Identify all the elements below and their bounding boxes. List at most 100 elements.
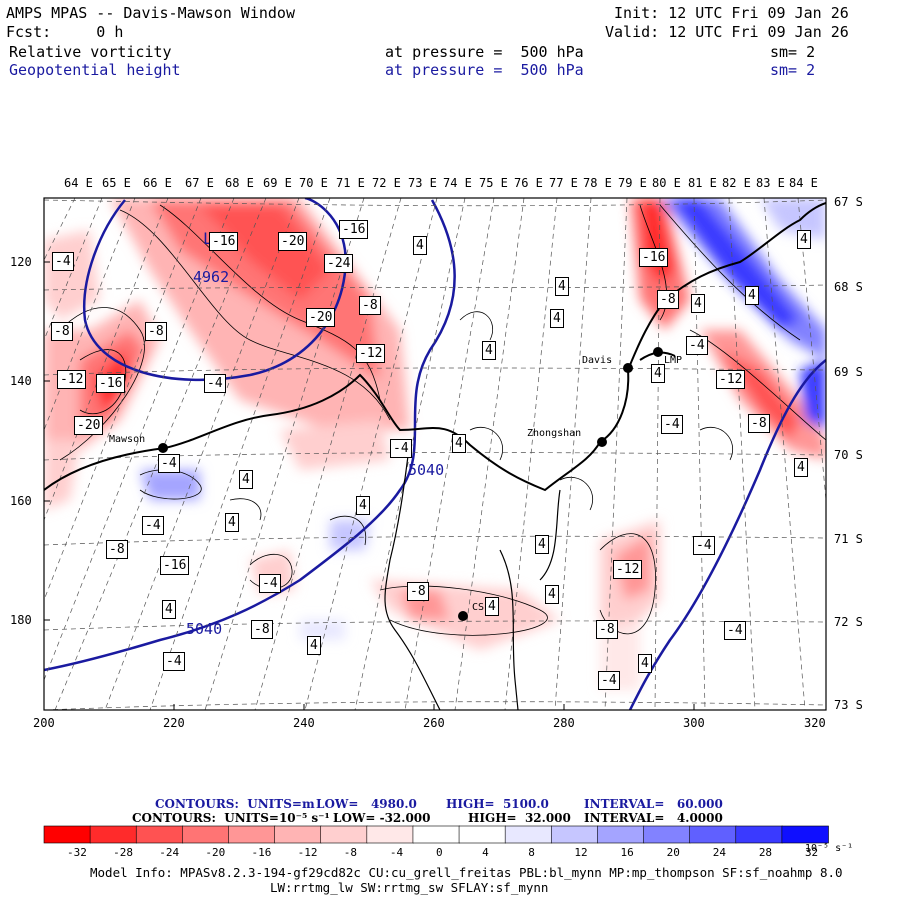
vorticity-contour-label: 4 <box>638 654 652 673</box>
lat-label-71s: 71 S <box>834 532 863 546</box>
station-lmp-marker <box>653 347 663 357</box>
vorticity-contour-label: 4 <box>307 636 321 655</box>
vorticity-contour-label: -8 <box>407 582 429 601</box>
field-2-name: Geopotential height <box>9 61 181 79</box>
vorticity-contour-label: -8 <box>596 620 618 639</box>
grid-x-label-240: 240 <box>293 716 315 730</box>
low-center-value: 4962 <box>193 268 230 286</box>
colorbar-segment <box>458 825 506 844</box>
colorbar-tick: -4 <box>389 846 404 859</box>
vorticity-contour-low: LOW= -32.000 <box>333 811 431 825</box>
height-contours <box>44 198 826 710</box>
field-1-level: at pressure = 500 hPa <box>385 43 584 61</box>
vorticity-contour-label: -16 <box>96 374 126 393</box>
vorticity-contour-high: HIGH= 32.000 <box>468 811 571 825</box>
height-contour-interval: INTERVAL= 60.000 <box>584 797 723 811</box>
vorticity-contour-label: -4 <box>661 415 683 434</box>
colorbar-tick: -28 <box>113 846 134 859</box>
vorticity-contour-label: -4 <box>259 574 281 593</box>
field-1-name: Relative vorticity <box>9 43 172 61</box>
map-frame <box>43 197 827 711</box>
lon-label-74e: 74 E <box>443 176 472 190</box>
height-contour-units: CONTOURS: UNITS=m <box>155 797 315 811</box>
lon-label-83e: 83 E <box>756 176 785 190</box>
station-markers <box>158 347 663 621</box>
lon-label-70e: 70 E <box>299 176 328 190</box>
lon-label-69e: 69 E <box>263 176 292 190</box>
lon-label-66e: 66 E <box>143 176 172 190</box>
lon-label-81e: 81 E <box>688 176 717 190</box>
colorbar-tick: 24 <box>712 846 726 859</box>
colorbar-segment <box>689 825 737 844</box>
vorticity-contour-label: -8 <box>251 620 273 639</box>
vorticity-contour-label: -4 <box>204 374 226 393</box>
field-1-smoothing: sm= 2 <box>770 43 816 61</box>
lon-label-67e: 67 E <box>185 176 214 190</box>
vorticity-contour-label: 4 <box>555 277 569 296</box>
height-contour-high: HIGH= 5100.0 <box>446 797 549 811</box>
lat-label-73s: 73 S <box>834 698 863 712</box>
vorticity-contour-label: 4 <box>413 236 427 255</box>
lon-label-79e: 79 E <box>618 176 647 190</box>
grid-y-label-180: 180 <box>10 613 32 627</box>
colorbar-segment <box>735 825 783 844</box>
vorticity-contour-label: 4 <box>482 341 496 360</box>
colorbar-segment <box>412 825 460 844</box>
lat-label-69s: 69 S <box>834 365 863 379</box>
colorbar-segment <box>643 825 691 844</box>
grid-y-label-160: 160 <box>10 494 32 508</box>
colorbar-segment <box>504 825 553 844</box>
grid-y-label-120: 120 <box>10 255 32 269</box>
station-mawson-marker <box>158 443 168 453</box>
vorticity-contour-label: -4 <box>158 454 180 473</box>
colorbar-segment <box>781 825 829 844</box>
vorticity-contour-label: -16 <box>639 248 669 267</box>
colorbar-tick: 32 <box>804 846 819 859</box>
colorbar-unit-label: 10⁻⁵ s⁻¹ <box>805 843 854 854</box>
field-2-level: at pressure = 500 hPa <box>385 61 584 79</box>
station-mawson-label: Mawson <box>109 434 146 445</box>
ice-boundaries <box>384 439 561 710</box>
colorbar-segment <box>135 825 184 844</box>
colorbar-segment <box>597 825 645 844</box>
vorticity-contour-label: -4 <box>163 652 185 671</box>
colorbar-tick: 0 <box>436 846 443 859</box>
station-zhongshan-marker <box>597 437 607 447</box>
vorticity-contour-label: -12 <box>57 370 87 389</box>
vorticity-contour-label: -12 <box>716 370 746 389</box>
grid-y-label-140: 140 <box>10 374 32 388</box>
colorbar-tick: -8 <box>343 846 357 859</box>
vorticity-contour-label: -4 <box>724 621 746 640</box>
vorticity-contour-label: -20 <box>278 232 308 251</box>
vorticity-contour-label: -4 <box>693 536 715 555</box>
lon-label-75e: 75 E <box>479 176 508 190</box>
vorticity-contour-interval: INTERVAL= 4.0000 <box>584 811 723 825</box>
grid-x-label-300: 300 <box>683 716 705 730</box>
colorbar-tick: -16 <box>251 846 272 859</box>
colorbar-segment <box>320 825 368 844</box>
colorbar <box>43 825 829 844</box>
valid-time: Valid: 12 UTC Fri 09 Jan 26 <box>605 23 849 41</box>
vorticity-contour-label: -4 <box>686 336 708 355</box>
vorticity-contour-label: -4 <box>598 671 620 690</box>
lon-label-64e: 64 E <box>64 176 93 190</box>
colorbar-tick: -20 <box>205 846 226 859</box>
vorticity-contour-label: 4 <box>651 364 665 383</box>
colorbar-tick: 28 <box>758 846 773 859</box>
colorbar-tick: -32 <box>67 846 87 859</box>
height-contour-low: LOW= 4980.0 <box>316 797 417 811</box>
colorbar-segment <box>43 825 91 844</box>
vorticity-contour-label: 4 <box>545 585 559 604</box>
lon-label-72e: 72 E <box>372 176 401 190</box>
colorbar-segment <box>550 825 599 844</box>
vorticity-contour-label: 4 <box>797 230 811 249</box>
station-davis-marker <box>623 363 633 373</box>
height-contour-label: 5040 <box>186 620 223 638</box>
lat-label-72s: 72 S <box>834 615 863 629</box>
colorbar-tick: 12 <box>574 846 588 859</box>
vorticity-contour-units: CONTOURS: UNITS=10⁻⁵ s⁻¹ <box>132 811 330 825</box>
vorticity-contour-label: -12 <box>356 344 386 363</box>
vorticity-contour-label: 4 <box>745 286 759 305</box>
